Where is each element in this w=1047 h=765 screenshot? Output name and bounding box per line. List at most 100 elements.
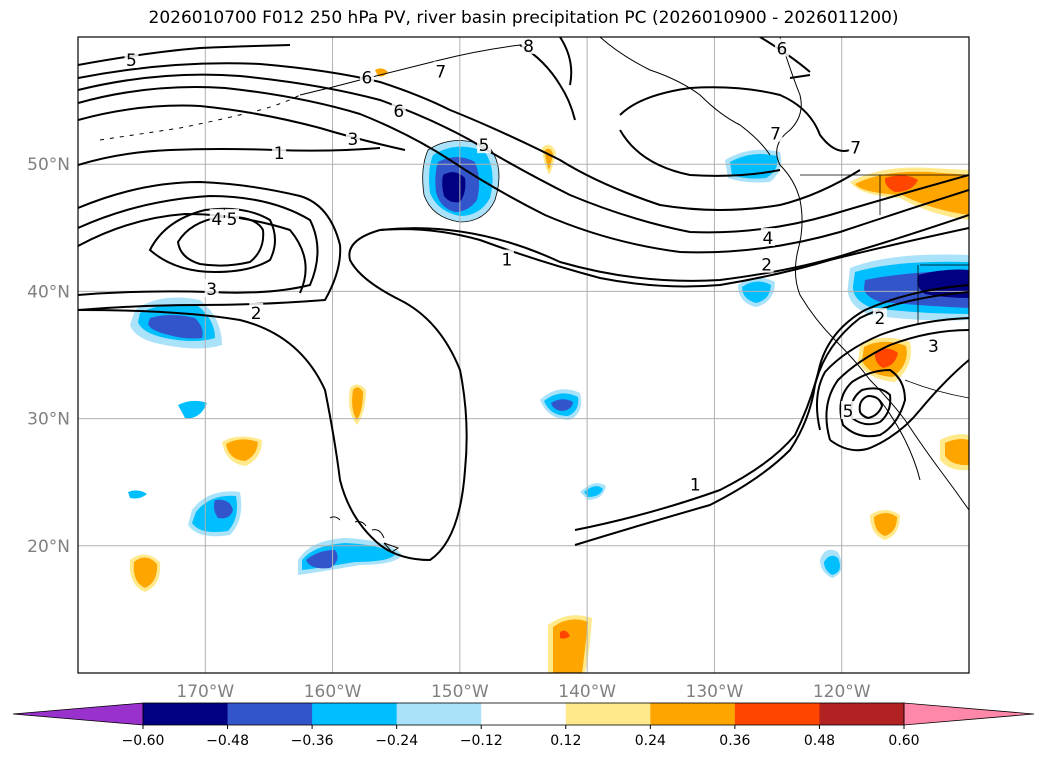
lat-tick-label: 20°N (27, 537, 70, 557)
precipitation-shading (128, 68, 969, 673)
lon-tick-label: 130°W (686, 682, 744, 702)
pv-contour (559, 37, 573, 86)
longitude-labels: 170°W 160°W 150°W 140°W 130°W 120°W (176, 682, 870, 702)
lon-tick-label: 150°W (431, 682, 489, 702)
pv-contour (78, 180, 342, 311)
colorbar-segment (481, 703, 567, 725)
pv-contour (825, 329, 969, 452)
colorbar-segment (312, 703, 398, 725)
lat-tick-label: 30°N (27, 410, 70, 430)
pv-contour-label: 7 (850, 139, 861, 159)
pv-contour-label: 3 (348, 130, 359, 150)
pv-contour-label: 7 (770, 125, 781, 145)
contour-label-bg (688, 474, 703, 493)
shade-region (824, 555, 840, 575)
contour-label-bg (225, 208, 240, 227)
chart-title: 2026010700 F012 250 hPa PV, river basin … (148, 8, 899, 28)
colorbar-tick-label: −0.36 (291, 733, 334, 749)
colorbar: −0.60 −0.48 −0.36 −0.24 −0.12 0.12 0.24 0.36 0.4… (12, 702, 1035, 749)
pv-contour-label: 5 (479, 136, 490, 156)
colorbar-segment (819, 703, 905, 725)
colorbar-tick-label: 0.12 (550, 733, 581, 749)
lat-tick-label: 40°N (27, 282, 70, 302)
pv-contour-label: 3 (928, 337, 939, 357)
contour-label-bg (359, 67, 374, 86)
contour-label-bg (774, 38, 789, 57)
contour-label-bg (124, 49, 139, 68)
pv-contour-label: 6 (393, 102, 404, 122)
contour-label-bg (760, 227, 775, 246)
pv-contour (78, 86, 969, 254)
hawaii-islands (329, 516, 400, 553)
pv-contour-label: 4 (762, 229, 773, 249)
pv-contour (78, 194, 319, 296)
shade-region (874, 348, 898, 368)
pv-contour-label: 8 (523, 37, 534, 57)
lon-tick-label: 160°W (304, 682, 362, 702)
contour-label-bg (345, 128, 360, 147)
map-frame (77, 36, 970, 674)
colorbar-tick-label: −0.48 (206, 733, 249, 749)
pv-contour (839, 368, 907, 438)
pv-contour (519, 44, 576, 121)
shade-region (884, 175, 918, 192)
colorbar-extend-high (903, 702, 1035, 726)
latitude-labels: 20°N 30°N 40°N 50°N (27, 155, 70, 557)
pv-contour-label: 5 (227, 210, 238, 230)
shade-region (560, 630, 570, 639)
shade-region (178, 400, 207, 419)
lat-tick-label: 50°N (27, 155, 70, 175)
colorbar-segment (650, 703, 736, 725)
pv-contour-label: 6 (776, 39, 787, 59)
shade-region (148, 315, 203, 339)
pv-contour (574, 291, 969, 546)
contour-label-bg (391, 100, 406, 119)
pv-contour-label: 5 (126, 51, 137, 71)
contour-label-bg (204, 278, 219, 297)
shade-region (742, 281, 771, 303)
shade-region (214, 499, 233, 519)
pv-contour (148, 207, 276, 274)
pv-contour (78, 147, 381, 166)
pv-contour-label: 5 (843, 402, 854, 422)
colorbar-segment (396, 703, 482, 725)
pv-contour-label: 4 (211, 210, 222, 230)
shade-region (553, 619, 588, 673)
pv-contour (619, 86, 851, 152)
colorbar-tick-label: −0.60 (122, 733, 165, 749)
shade-region (584, 486, 603, 497)
pv-contour-label: 1 (502, 251, 513, 271)
lon-tick-label: 140°W (558, 682, 616, 702)
lon-tick-label: 170°W (176, 682, 234, 702)
pv-contour (78, 62, 861, 211)
pv-contour-label: 2 (874, 309, 885, 329)
pv-contours (78, 37, 969, 562)
shade-region (352, 387, 363, 420)
pv-contour-label: 1 (274, 144, 285, 164)
shade-region (375, 68, 388, 77)
shade-region (128, 490, 147, 499)
contour-label-bg (499, 249, 514, 268)
shade-region (442, 172, 466, 203)
contour-label-bg (768, 123, 783, 142)
shade-region (306, 550, 338, 569)
lon-tick-label: 120°W (813, 682, 871, 702)
pv-contour-label: 1 (690, 476, 701, 496)
colorbar-segment (565, 703, 651, 725)
colorbar-tick-label: 0.60 (888, 733, 919, 749)
colorbar-segment (734, 703, 820, 725)
shade-region (133, 557, 158, 588)
contour-label-bg (926, 336, 941, 355)
coastlines (99, 37, 969, 511)
colorbar-outline (142, 702, 905, 726)
contour-label-bg (759, 254, 774, 273)
colorbar-segment (227, 703, 313, 725)
colorbar-tick-label: 0.24 (635, 733, 666, 749)
shade-region (945, 439, 969, 466)
shade-region (917, 269, 969, 298)
colorbar-tick-label: −0.24 (375, 733, 418, 749)
colorbar-tick-label: 0.48 (804, 733, 835, 749)
contour-label-bg (477, 135, 492, 154)
